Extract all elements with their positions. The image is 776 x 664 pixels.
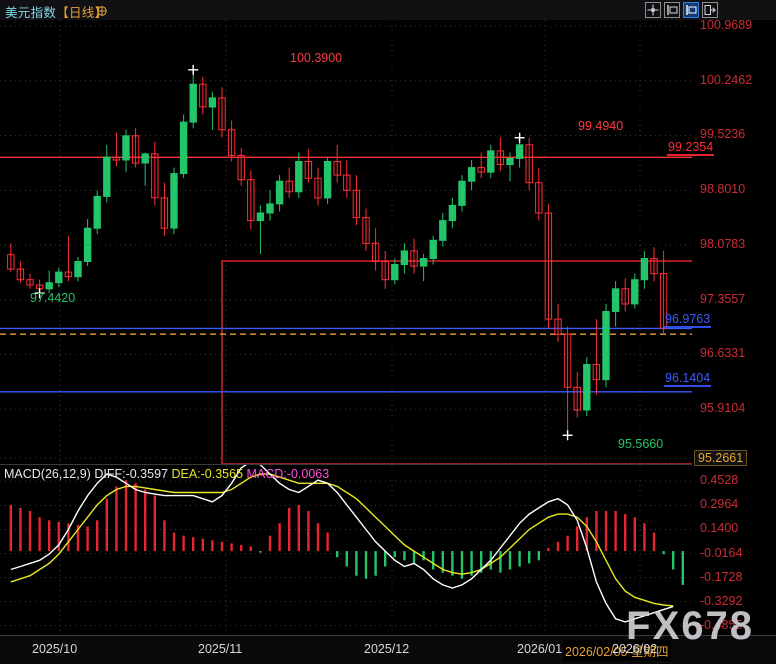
pane-divider bbox=[0, 464, 692, 465]
macd-axis-tick: 0.2964 bbox=[700, 497, 739, 511]
macd-axis-tick: 0.1400 bbox=[700, 521, 739, 535]
price-axis-tick: 96.6331 bbox=[700, 346, 746, 360]
macd-header: MACD(26,12,9) DIFF:-0.3597 DEA:-0.3565 M… bbox=[4, 467, 329, 481]
support-tag: 96.1404 bbox=[664, 371, 712, 387]
export-tool-icon[interactable] bbox=[702, 2, 718, 18]
macd-axis-tick: -0.0164 bbox=[700, 546, 743, 560]
symbol-label: 美元指数 bbox=[5, 6, 57, 20]
resistance-tag: 99.2354 bbox=[667, 140, 715, 156]
macd-canvas bbox=[0, 465, 692, 636]
price-chart-pane[interactable] bbox=[0, 20, 692, 464]
macd-axis-tick: -0.1728 bbox=[700, 570, 743, 584]
time-axis-tick: 2025/11 bbox=[198, 642, 243, 656]
macd-indicator-label: MACD(26,12,9) bbox=[4, 467, 91, 481]
chart-header: 美元指数【日线】 bbox=[0, 0, 776, 20]
chart-toolbar[interactable] bbox=[645, 2, 718, 18]
macd-zero-tag: 95.2661 bbox=[694, 450, 748, 466]
time-axis[interactable]: 2026/02/05 星期四 2025/10 2025/11 2025/12 2026… bbox=[0, 635, 776, 664]
recent-low-label: 95.5660 bbox=[618, 437, 664, 451]
price-axis[interactable]: 100.9689 100.2462 99.5236 98.8010 98.0783 97.… bbox=[692, 18, 776, 636]
cursor-date-label: 2026/02/05 星期四 bbox=[563, 640, 671, 661]
period-label: 【日线】 bbox=[56, 6, 108, 20]
price-axis-tick: 100.2462 bbox=[700, 73, 753, 87]
measure-left-tool-icon[interactable] bbox=[664, 2, 680, 18]
price-axis-tick: 97.3557 bbox=[700, 292, 746, 306]
candlestick-canvas bbox=[0, 20, 692, 464]
last-price-tag: 96.9763 bbox=[664, 312, 712, 328]
price-axis-tick: 100.9689 bbox=[700, 18, 753, 32]
time-axis-tick: 2026/01 bbox=[517, 642, 563, 656]
crosshair-tool-icon[interactable] bbox=[645, 2, 661, 18]
macd-macd-value: MACD:-0.0063 bbox=[246, 467, 330, 481]
macd-chart-pane[interactable] bbox=[0, 465, 692, 636]
price-axis-tick: 95.9104 bbox=[700, 401, 746, 415]
page-title: 美元指数【日线】 bbox=[5, 2, 107, 21]
recent-high-label: 99.4940 bbox=[578, 119, 624, 133]
macd-axis-tick: 0.4528 bbox=[700, 473, 739, 487]
time-axis-tick: 2025/12 bbox=[364, 642, 410, 656]
price-axis-tick: 98.8010 bbox=[700, 182, 746, 196]
time-axis-tick: 2026/02 bbox=[612, 642, 658, 656]
swing-low-label: 97.4420 bbox=[30, 291, 76, 305]
macd-axis-tick: -0.4855 bbox=[700, 618, 743, 632]
macd-axis-tick: -0.3292 bbox=[700, 594, 743, 608]
price-axis-tick: 99.5236 bbox=[700, 127, 746, 141]
swing-high-label: 100.3900 bbox=[290, 51, 343, 65]
price-axis-tick: 98.0783 bbox=[700, 237, 746, 251]
time-axis-tick: 2025/10 bbox=[32, 642, 78, 656]
macd-dea-value: DEA:-0.3565 bbox=[171, 467, 244, 481]
measure-right-tool-icon[interactable] bbox=[683, 2, 699, 18]
macd-diff-value: DIFF:-0.3597 bbox=[94, 467, 168, 481]
gear-icon[interactable] bbox=[96, 4, 108, 16]
